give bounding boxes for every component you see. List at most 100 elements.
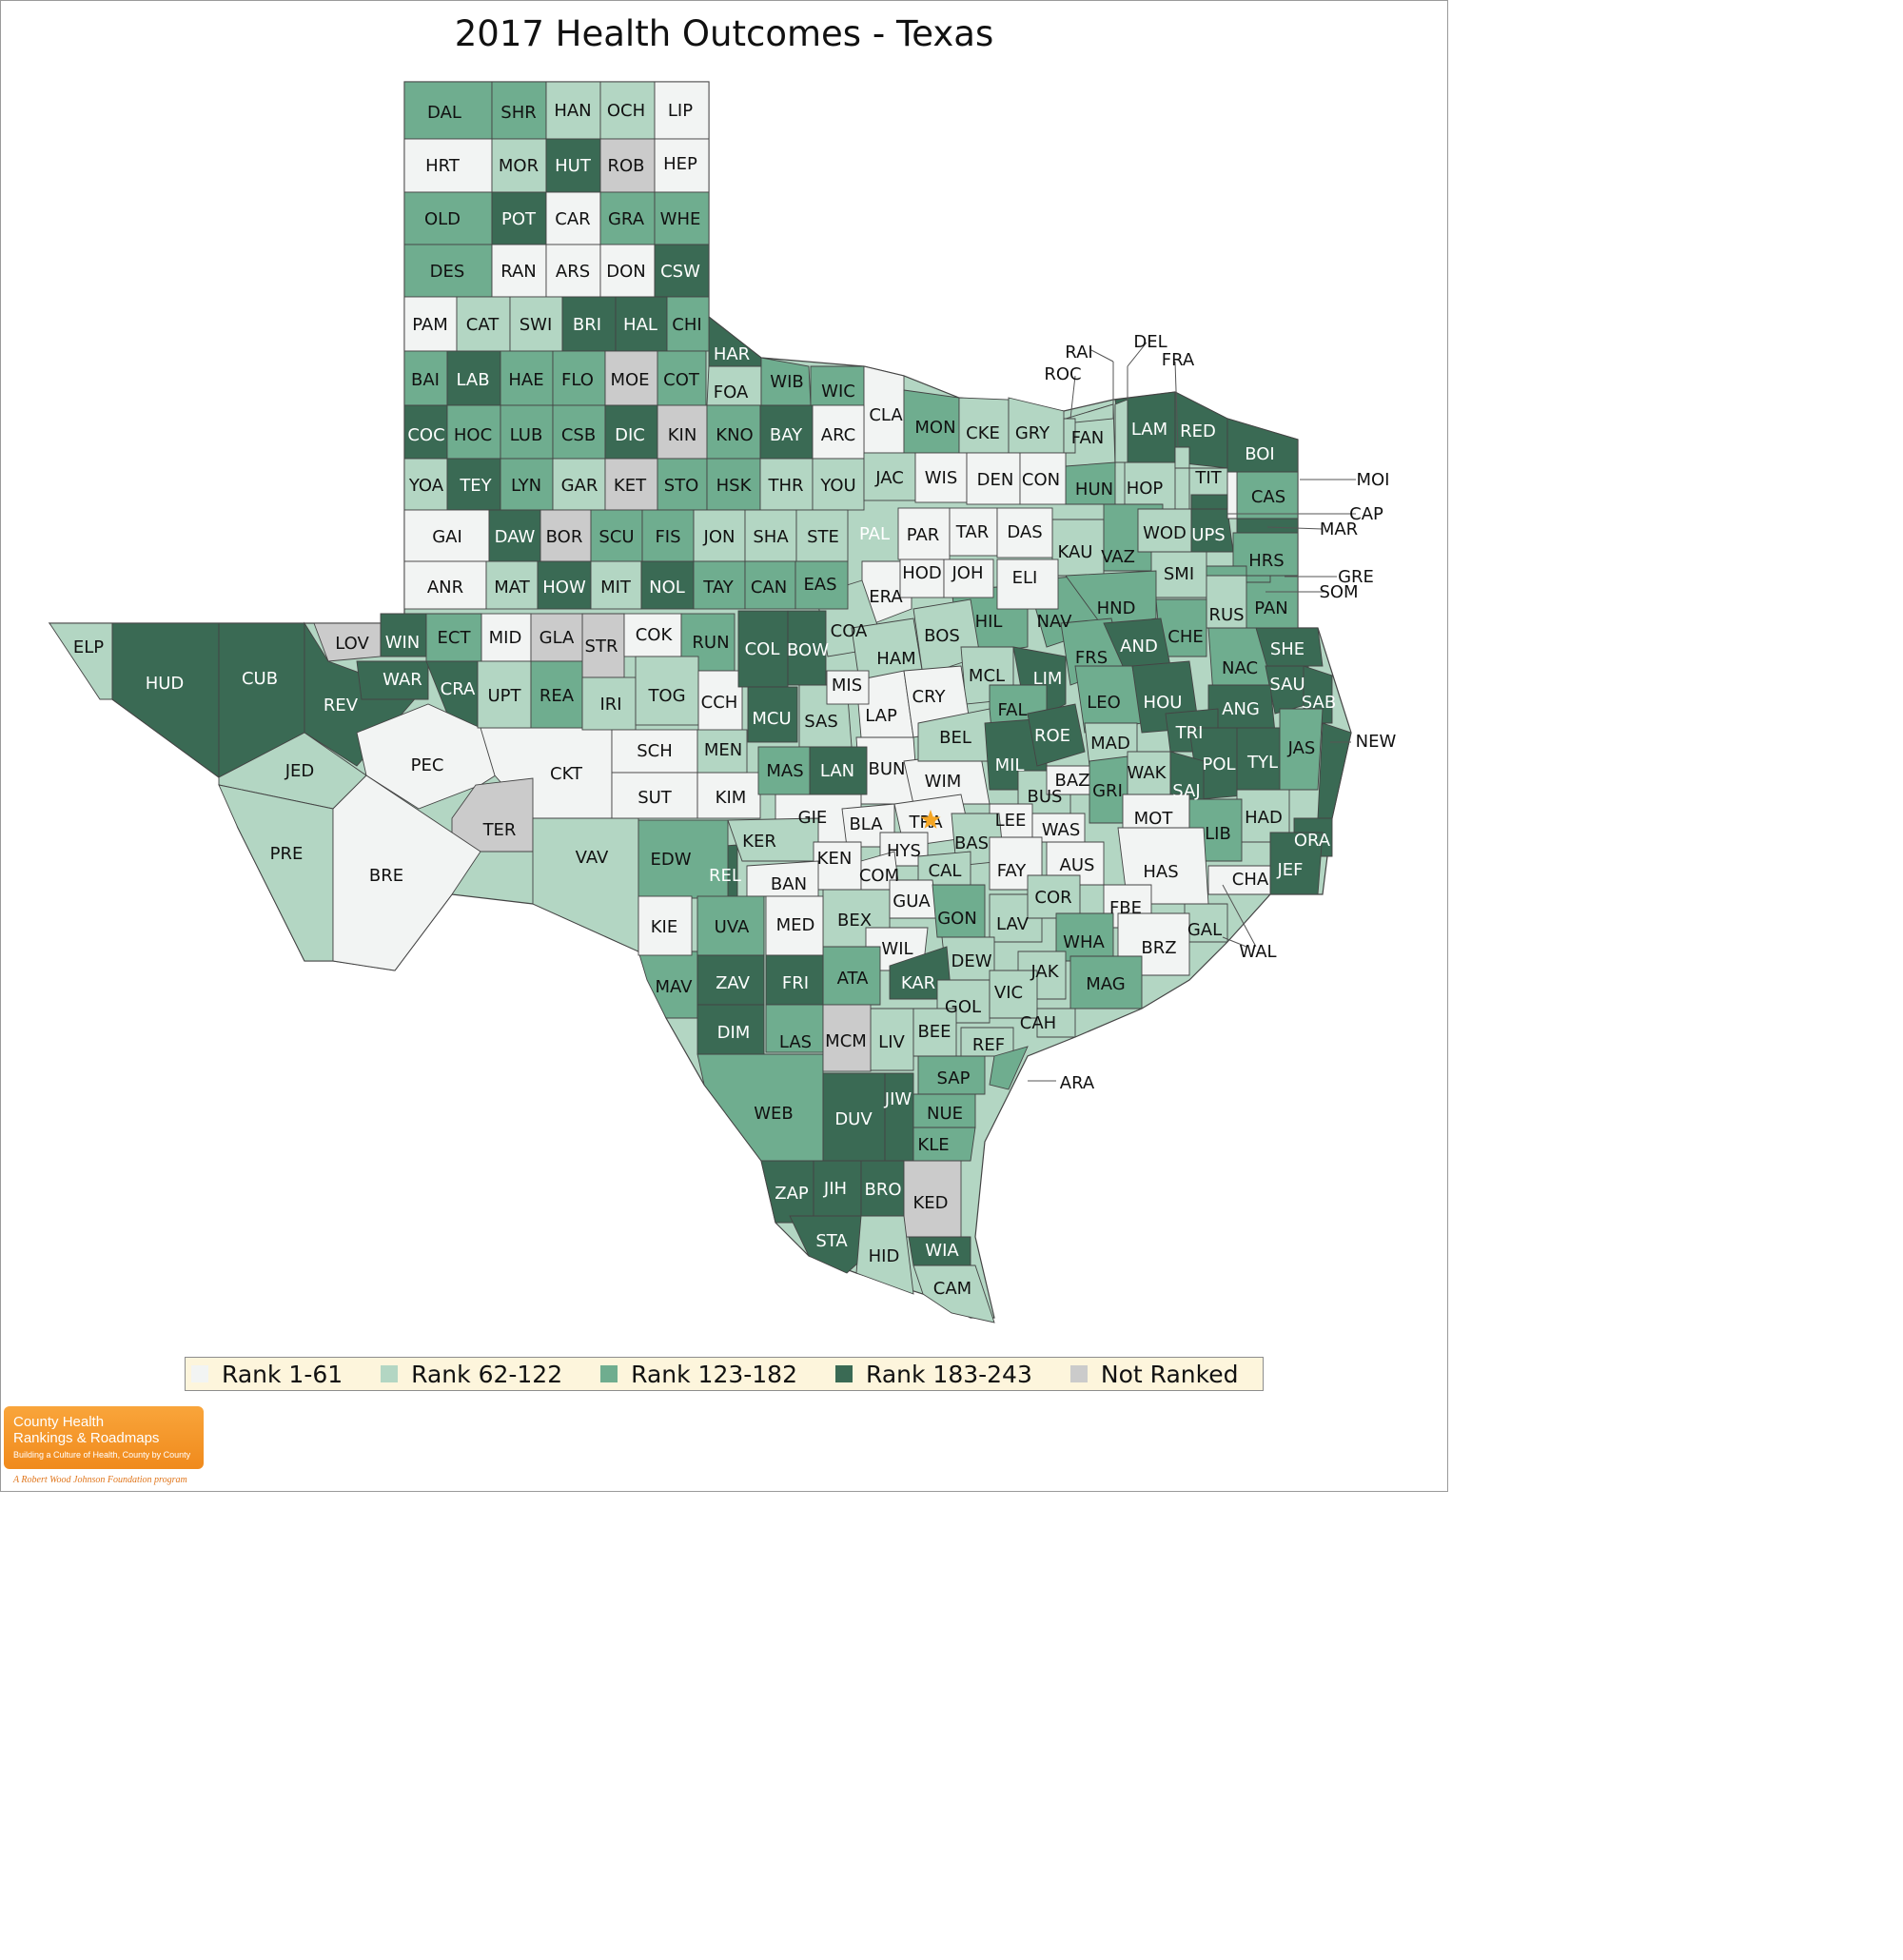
county-hep[interactable] xyxy=(654,138,710,193)
county-hud[interactable] xyxy=(111,622,220,778)
county-thr[interactable] xyxy=(759,458,814,511)
county-mor[interactable] xyxy=(491,138,547,193)
county-dal[interactable] xyxy=(403,81,493,140)
county-eas[interactable] xyxy=(795,560,849,610)
county-ara[interactable] xyxy=(989,1046,1029,1090)
county-iri[interactable] xyxy=(581,676,637,731)
county-pre[interactable] xyxy=(218,784,334,962)
county-gre[interactable] xyxy=(1206,565,1247,577)
county-edw[interactable] xyxy=(638,819,729,899)
county-lyn[interactable] xyxy=(500,458,554,511)
county-uva[interactable] xyxy=(696,895,765,956)
county-shr[interactable] xyxy=(491,81,547,140)
county-cok[interactable] xyxy=(623,613,682,657)
county-don[interactable] xyxy=(599,244,656,298)
county-ars[interactable] xyxy=(545,244,601,298)
county-lan[interactable] xyxy=(809,746,868,795)
county-coc[interactable] xyxy=(403,404,448,460)
county-cam[interactable] xyxy=(912,1264,995,1323)
county-mit[interactable] xyxy=(590,560,642,610)
county-joh[interactable] xyxy=(943,559,994,598)
county-mag[interactable] xyxy=(1069,955,1143,1009)
county-kle[interactable] xyxy=(912,1127,976,1162)
county-cah[interactable] xyxy=(1036,1008,1076,1038)
county-sta[interactable] xyxy=(789,1215,867,1274)
county-arc[interactable] xyxy=(812,404,865,460)
county-elp[interactable] xyxy=(49,622,113,700)
county-som[interactable] xyxy=(1246,575,1271,583)
county-jon[interactable] xyxy=(693,509,746,562)
county-mcu[interactable] xyxy=(747,686,798,743)
county-nol[interactable] xyxy=(640,560,695,610)
county-roe[interactable] xyxy=(1027,703,1086,767)
county-fri[interactable] xyxy=(765,954,824,1006)
county-tay[interactable] xyxy=(693,560,746,610)
county-csw[interactable] xyxy=(654,244,710,298)
county-bre[interactable] xyxy=(332,774,481,971)
county-lab[interactable] xyxy=(446,350,501,406)
county-moi[interactable] xyxy=(1226,471,1238,519)
county-sut[interactable] xyxy=(611,772,698,819)
county-roc[interactable] xyxy=(1063,418,1076,454)
county-kie[interactable] xyxy=(638,895,693,956)
county-gla[interactable] xyxy=(530,613,583,662)
county-ran[interactable] xyxy=(491,244,547,298)
county-das[interactable] xyxy=(996,507,1053,559)
county-old[interactable] xyxy=(403,191,493,245)
county-bai[interactable] xyxy=(403,350,448,406)
county-ste[interactable] xyxy=(795,509,849,562)
county-lub[interactable] xyxy=(500,404,554,460)
county-tar[interactable] xyxy=(949,507,998,557)
county-jiw[interactable] xyxy=(884,1072,914,1162)
county-tog[interactable] xyxy=(635,656,699,726)
county-sap[interactable] xyxy=(917,1055,986,1095)
county-hoc[interactable] xyxy=(446,404,501,460)
county-yoa[interactable] xyxy=(403,458,448,511)
county-daw[interactable] xyxy=(488,509,541,562)
county-rob[interactable] xyxy=(599,138,656,193)
county-con[interactable] xyxy=(1019,452,1067,505)
county-can[interactable] xyxy=(744,560,796,610)
county-vav[interactable] xyxy=(532,817,639,952)
county-csb[interactable] xyxy=(552,404,606,460)
county-cat[interactable] xyxy=(456,296,511,352)
county-gra[interactable] xyxy=(599,191,656,245)
county-cch[interactable] xyxy=(697,670,743,736)
county-pot[interactable] xyxy=(491,191,547,245)
county-car[interactable] xyxy=(545,191,601,245)
county-jac[interactable] xyxy=(863,452,916,501)
county-mar[interactable] xyxy=(1236,518,1299,534)
county-men[interactable] xyxy=(696,729,748,774)
county-ket[interactable] xyxy=(604,458,658,511)
county-fra[interactable] xyxy=(1174,446,1190,469)
county-war[interactable] xyxy=(356,660,429,700)
county-mat[interactable] xyxy=(485,560,539,610)
county-hid[interactable] xyxy=(855,1215,914,1295)
county-whe[interactable] xyxy=(654,191,710,245)
county-hrt[interactable] xyxy=(403,138,493,193)
county-han[interactable] xyxy=(545,81,601,140)
county-wis[interactable] xyxy=(914,452,968,503)
county-gai[interactable] xyxy=(403,509,490,562)
county-how[interactable] xyxy=(537,560,592,610)
county-hut[interactable] xyxy=(545,138,601,193)
county-den[interactable] xyxy=(966,452,1021,505)
county-rea[interactable] xyxy=(530,660,583,729)
county-mis[interactable] xyxy=(826,670,870,705)
county-anr[interactable] xyxy=(403,560,487,610)
county-moe[interactable] xyxy=(604,350,658,406)
county-des[interactable] xyxy=(403,244,493,298)
county-dim[interactable] xyxy=(696,1004,765,1055)
county-mcm[interactable] xyxy=(822,1004,872,1072)
county-upt[interactable] xyxy=(477,660,532,729)
county-cap[interactable] xyxy=(1190,494,1228,510)
county-flo[interactable] xyxy=(552,350,606,406)
county-hod[interactable] xyxy=(899,559,945,598)
county-new[interactable] xyxy=(1317,722,1352,819)
county-kno[interactable] xyxy=(706,404,761,460)
county-mid[interactable] xyxy=(481,613,532,662)
county-jas[interactable] xyxy=(1279,708,1324,791)
county-cot[interactable] xyxy=(657,350,707,406)
county-del[interactable] xyxy=(1114,399,1128,463)
county-kin[interactable] xyxy=(657,404,708,460)
